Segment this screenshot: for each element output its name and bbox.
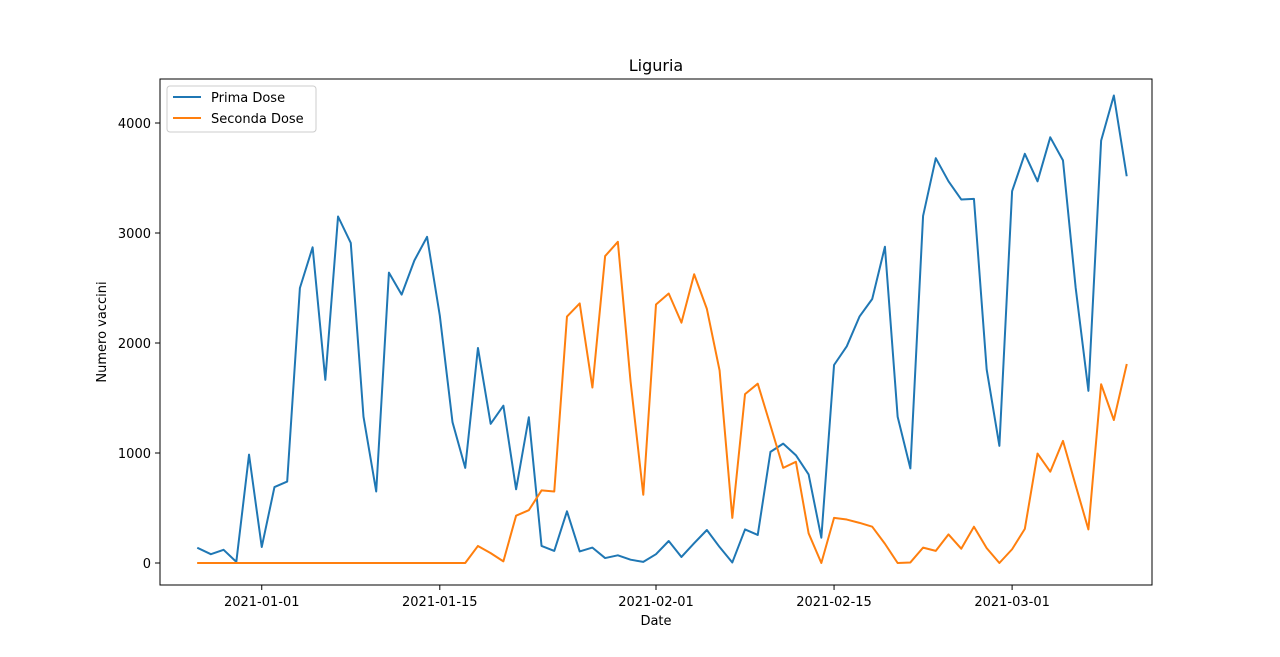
x-tick-label: 2021-03-01	[974, 595, 1050, 610]
legend-label-prima-dose: Prima Dose	[211, 91, 285, 106]
legend-label-seconda-dose: Seconda Dose	[211, 112, 304, 127]
x-tick-label: 2021-02-15	[796, 595, 872, 610]
x-axis-ticks: 2021-01-01 2021-01-15 2021-02-01 2021-02-15…	[224, 585, 1050, 610]
chart-title: Liguria	[629, 56, 683, 75]
y-tick-label: 4000	[118, 117, 151, 132]
x-axis-label: Date	[640, 614, 671, 629]
y-tick-label: 3000	[118, 227, 151, 242]
x-tick-label: 2021-01-01	[224, 595, 300, 610]
y-axis-label: Numero vaccini	[95, 281, 110, 382]
series-line-prima-dose	[196, 94, 1128, 564]
y-axis-ticks: 0 1000 2000 3000 4000	[118, 117, 160, 572]
legend-box	[166, 85, 317, 133]
x-tick-label: 2021-01-15	[402, 595, 478, 610]
legend: Prima Dose Seconda Dose	[166, 85, 317, 133]
y-tick-label: 1000	[118, 447, 151, 462]
y-tick-label: 2000	[118, 337, 151, 352]
y-tick-label: 0	[143, 557, 151, 572]
series-lines	[196, 94, 1128, 564]
x-tick-label: 2021-02-01	[618, 595, 694, 610]
series-line-seconda-dose	[197, 240, 1128, 564]
